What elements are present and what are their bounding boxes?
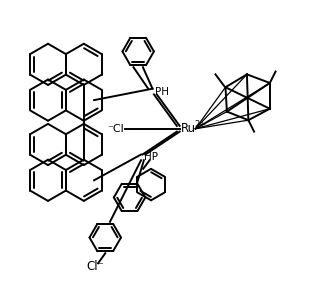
Text: 2+: 2+ xyxy=(194,120,206,129)
Text: PH: PH xyxy=(155,86,169,97)
Text: Cl⁻: Cl⁻ xyxy=(86,260,104,273)
Text: HP: HP xyxy=(144,152,158,162)
Text: ⁻Cl: ⁻Cl xyxy=(107,124,124,134)
Text: Ru: Ru xyxy=(181,122,196,135)
